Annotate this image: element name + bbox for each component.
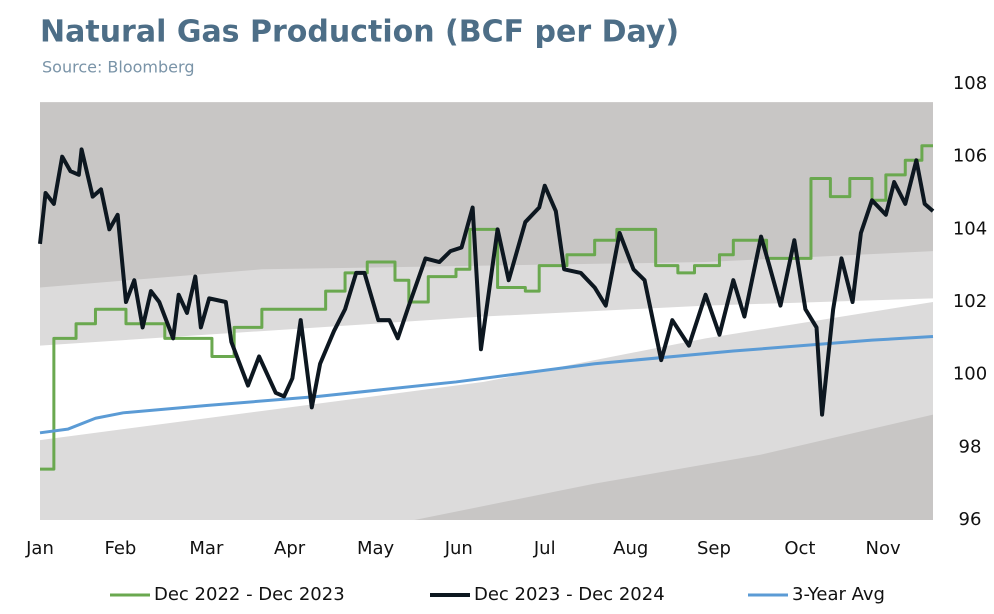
chart-subtitle: Source: Bloomberg [42,58,194,77]
legend-label: Dec 2023 - Dec 2024 [474,584,665,605]
y-tick-label: 100 [953,364,987,385]
x-tick-label: Jan [25,538,54,559]
y-tick-label: 98 [959,436,982,457]
x-tick-label: Sep [697,538,731,559]
chart-title: Natural Gas Production (BCF per Day) [40,15,679,50]
band [40,298,933,441]
x-tick-label: Jul [533,538,556,559]
y-tick-label: 106 [953,146,987,167]
series-line [38,147,935,417]
x-tick-label: Feb [104,538,136,559]
series-line [40,144,933,471]
x-tick-label: Nov [866,538,901,559]
x-tick-label: Oct [784,538,815,559]
band [414,414,933,520]
legend-label: Dec 2022 - Dec 2023 [154,584,345,605]
x-tick-label: Mar [189,538,224,559]
series-line [39,335,934,435]
x-tick-label: May [357,538,395,559]
legend-label: 3-Year Avg [792,584,885,605]
x-tick-label: Aug [613,538,648,559]
y-tick-label: 96 [959,509,982,530]
x-tick-label: Apr [274,538,306,559]
y-tick-label: 102 [953,291,987,312]
y-tick-label: 108 [953,73,987,94]
x-tick-label: Jun [444,538,473,559]
y-tick-label: 104 [953,218,987,239]
